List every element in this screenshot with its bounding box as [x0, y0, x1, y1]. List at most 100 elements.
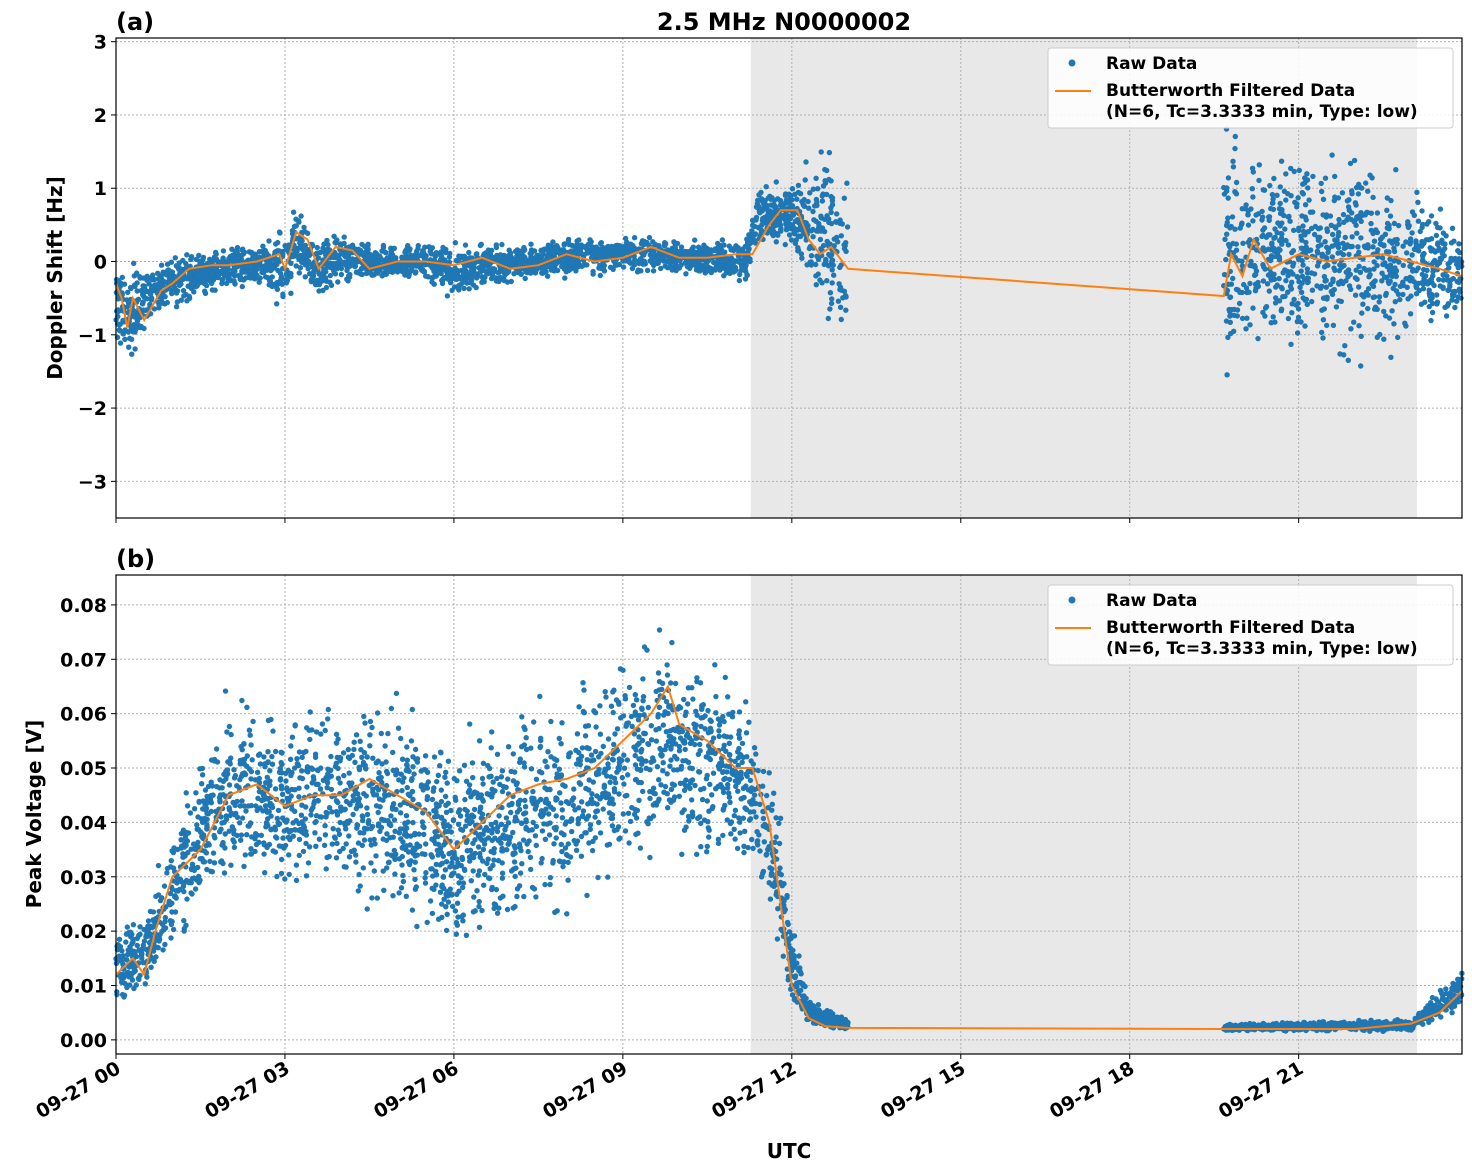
- raw-data-point: [285, 788, 291, 795]
- raw-data-point: [351, 746, 357, 753]
- raw-data-point: [533, 894, 539, 900]
- panel-b-label: (b): [116, 545, 155, 573]
- raw-data-point: [195, 839, 201, 846]
- raw-data-point: [303, 840, 309, 847]
- raw-data-point: [318, 731, 324, 737]
- raw-data-point: [1296, 167, 1303, 174]
- raw-data-point: [468, 794, 474, 800]
- raw-data-point: [1232, 145, 1238, 152]
- raw-data-point: [1454, 298, 1460, 304]
- raw-data-point: [773, 239, 779, 245]
- raw-data-point: [1250, 218, 1256, 224]
- raw-data-point: [410, 255, 416, 261]
- raw-data-point: [775, 906, 781, 912]
- raw-data-point: [140, 959, 146, 966]
- raw-data-point: [293, 223, 299, 229]
- raw-data-point: [533, 776, 540, 782]
- raw-data-point: [376, 770, 382, 776]
- raw-data-point: [159, 928, 165, 935]
- raw-data-point: [597, 240, 604, 247]
- raw-data-point: [565, 238, 571, 245]
- raw-data-point: [1415, 199, 1421, 205]
- raw-data-point: [219, 277, 226, 283]
- raw-data-point: [510, 257, 517, 264]
- raw-data-point: [331, 267, 337, 273]
- raw-data-point: [808, 228, 814, 234]
- raw-data-point: [327, 272, 333, 279]
- raw-data-point: [611, 252, 617, 258]
- raw-data-point: [532, 270, 539, 276]
- y-tick-label: 1: [94, 178, 107, 200]
- raw-data-point: [1370, 244, 1376, 250]
- raw-data-point: [1269, 275, 1275, 281]
- raw-data-point: [750, 845, 756, 852]
- raw-data-point: [600, 743, 606, 750]
- raw-data-point: [777, 815, 784, 821]
- raw-data-point: [656, 627, 663, 633]
- raw-data-point: [760, 823, 766, 829]
- raw-data-point: [1356, 284, 1362, 290]
- raw-data-point: [574, 241, 580, 247]
- raw-data-point: [463, 778, 470, 784]
- raw-data-point: [787, 215, 794, 222]
- raw-data-point: [1395, 334, 1401, 341]
- raw-data-point: [829, 198, 836, 204]
- raw-data-point: [501, 277, 507, 284]
- raw-data-point: [756, 208, 763, 215]
- raw-data-point: [636, 258, 643, 264]
- raw-data-point: [798, 226, 804, 233]
- raw-data-point: [506, 252, 512, 258]
- raw-data-point: [367, 743, 373, 749]
- raw-data-point: [1352, 275, 1359, 281]
- raw-data-point: [456, 284, 462, 290]
- raw-data-point: [1351, 157, 1358, 164]
- raw-data-point: [1405, 276, 1411, 282]
- raw-data-point: [168, 935, 174, 941]
- raw-data-point: [306, 259, 312, 265]
- raw-data-point: [464, 280, 470, 286]
- raw-data-point: [1419, 271, 1426, 278]
- raw-data-point: [226, 828, 232, 834]
- raw-data-point: [640, 676, 646, 682]
- raw-data-point: [462, 867, 468, 873]
- raw-data-point: [1371, 266, 1377, 272]
- raw-data-point: [596, 771, 602, 777]
- raw-data-point: [430, 788, 436, 794]
- raw-data-point: [333, 731, 340, 737]
- raw-data-point: [443, 249, 449, 256]
- raw-data-point: [546, 262, 552, 269]
- raw-data-point: [1391, 220, 1398, 227]
- axes-frame: [115, 37, 1463, 519]
- raw-data-point: [1306, 197, 1312, 203]
- raw-data-point: [775, 196, 781, 202]
- raw-data-point: [521, 764, 528, 770]
- raw-data-point: [305, 860, 312, 866]
- raw-data-point: [1332, 173, 1338, 180]
- raw-data-point: [561, 242, 567, 248]
- raw-data-point: [601, 262, 607, 269]
- raw-data-point: [380, 836, 386, 842]
- raw-data-point: [131, 260, 137, 266]
- raw-data-point: [767, 896, 774, 902]
- raw-data-point: [1452, 304, 1458, 311]
- raw-data-point: [642, 239, 648, 246]
- raw-data-point: [424, 919, 430, 926]
- raw-data-point: [493, 244, 500, 251]
- raw-data-point: [794, 226, 800, 233]
- raw-data-point: [1393, 167, 1399, 173]
- raw-data-point: [786, 232, 793, 238]
- legend-filtered-params: (N=6, Tc=3.3333 min, Type: low): [1106, 102, 1418, 122]
- raw-data-point: [298, 812, 305, 818]
- raw-data-point: [449, 849, 455, 856]
- raw-data-point: [1342, 343, 1348, 349]
- raw-data-point: [253, 803, 259, 809]
- raw-data-point: [676, 748, 683, 754]
- raw-data-point: [330, 260, 337, 267]
- raw-data-point: [1346, 207, 1353, 213]
- raw-data-point: [1294, 204, 1300, 210]
- raw-data-point: [824, 278, 830, 284]
- raw-data-point: [1273, 284, 1279, 290]
- raw-data-point: [1320, 196, 1327, 202]
- raw-data-point: [660, 258, 667, 264]
- raw-data-point: [383, 271, 389, 277]
